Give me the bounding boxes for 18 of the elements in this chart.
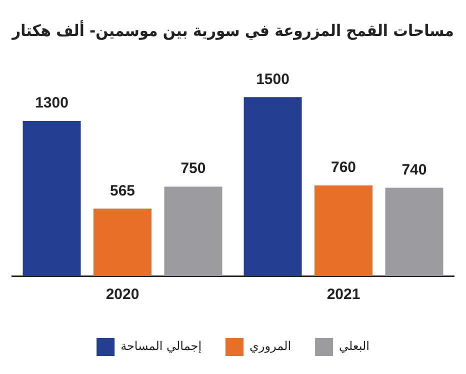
x-tick-label: 2021 xyxy=(326,286,360,304)
data-label: 760 xyxy=(330,159,356,176)
x-tick-label: 2020 xyxy=(106,286,140,304)
legend-label: المروري xyxy=(250,339,292,354)
data-label: 565 xyxy=(110,182,136,200)
bar xyxy=(22,120,81,276)
legend-label: البعلي xyxy=(339,339,370,354)
data-label: 1300 xyxy=(35,94,68,112)
legend-label: إجمالي المساحة xyxy=(120,339,202,354)
data-label: 750 xyxy=(180,160,206,178)
data-label: 1500 xyxy=(256,70,290,88)
bar xyxy=(164,186,222,276)
bar xyxy=(314,185,372,276)
bar xyxy=(94,208,152,276)
bar xyxy=(385,188,444,276)
chart-title: مساحات القمح المزروعة في سورية بين موسمين- ألف هكتار xyxy=(11,19,454,40)
data-label: 740 xyxy=(402,161,427,178)
bar xyxy=(244,97,302,276)
